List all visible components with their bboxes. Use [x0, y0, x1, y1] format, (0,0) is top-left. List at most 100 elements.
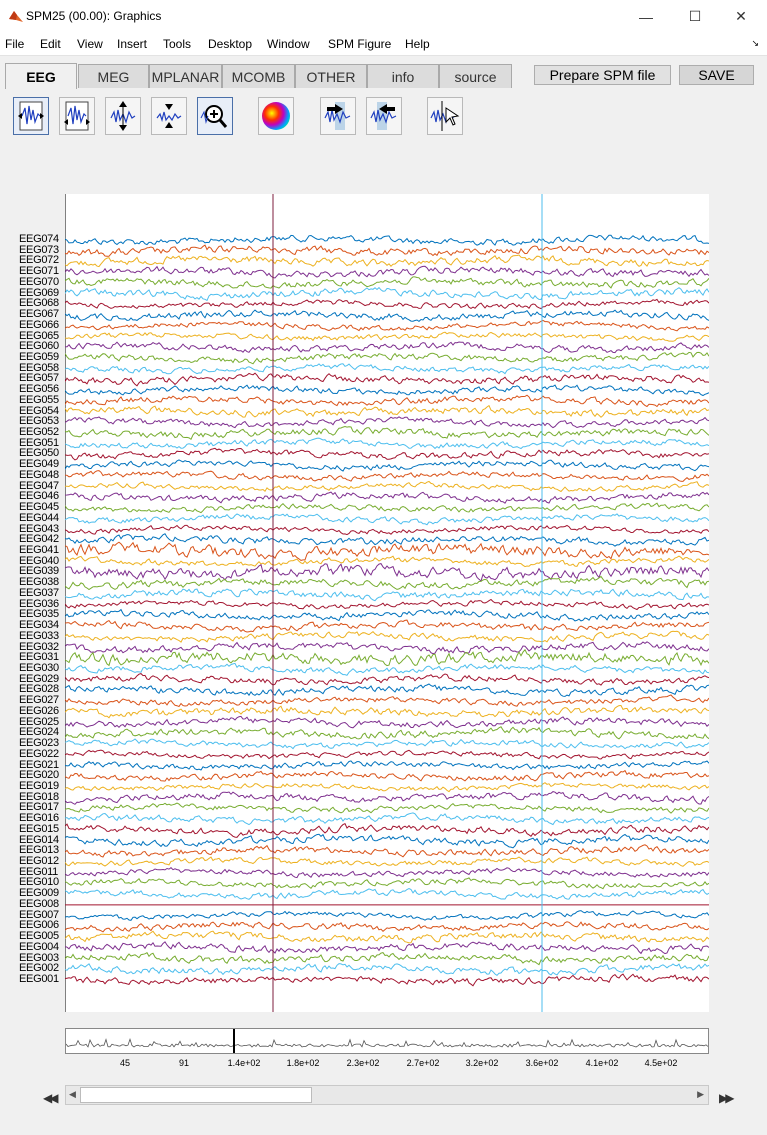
scroll-thumb[interactable] — [80, 1087, 312, 1103]
tab-other[interactable]: OTHER — [295, 64, 367, 88]
scroll-back-icon[interactable] — [366, 97, 402, 135]
scroll-left-arrow-icon[interactable]: ◀ — [69, 1089, 76, 1099]
channel-label-eeg058: EEG058 — [19, 361, 59, 374]
overview-tick-label: 1.8e+02 — [286, 1058, 320, 1068]
channel-label-eeg013: EEG013 — [19, 844, 59, 857]
tab-info[interactable]: info — [367, 64, 439, 88]
channel-label-eeg003: EEG003 — [19, 951, 59, 964]
trace-eeg068 — [65, 298, 709, 310]
channel-label-eeg059: EEG059 — [19, 350, 59, 363]
channel-label-eeg041: EEG041 — [19, 544, 59, 556]
overview-tick-label: 2.3e+02 — [346, 1058, 380, 1068]
trace-eeg029 — [65, 673, 709, 686]
last-page-button[interactable]: ▶▶ — [719, 1091, 735, 1105]
channel-label-eeg014: EEG014 — [19, 833, 59, 846]
trace-eeg009 — [65, 887, 709, 900]
overview-tick-label: 4.5e+02 — [644, 1058, 678, 1068]
trace-eeg014 — [65, 833, 709, 849]
tab-mplanar[interactable]: MPLANAR — [149, 64, 222, 88]
overview-tick-label: 1.4e+02 — [227, 1058, 261, 1068]
menu-view[interactable]: View — [77, 37, 103, 51]
trace-eeg055 — [65, 394, 709, 408]
menu-file[interactable]: File — [5, 37, 25, 51]
channel-label-eeg010: EEG010 — [19, 876, 59, 889]
close-button[interactable]: ✕ — [735, 8, 747, 24]
channel-label-eeg042: EEG042 — [19, 533, 59, 546]
channel-label-eeg029: EEG029 — [19, 672, 59, 685]
trace-eeg037 — [65, 588, 709, 602]
minimize-button[interactable]: — — [639, 8, 653, 25]
trace-eeg032 — [65, 641, 709, 655]
channel-label-eeg032: EEG032 — [19, 640, 59, 653]
overview-cursor[interactable] — [233, 1029, 235, 1053]
trace-eeg035 — [65, 608, 709, 622]
tab-source[interactable]: source — [439, 64, 512, 88]
menu-insert[interactable]: Insert — [117, 37, 148, 51]
channel-label-eeg038: EEG038 — [19, 576, 59, 589]
channel-label-eeg035: EEG035 — [19, 608, 59, 621]
channel-label-eeg054: EEG054 — [19, 404, 59, 417]
channel-label-eeg007: EEG007 — [19, 908, 59, 921]
channel-label-eeg019: EEG019 — [19, 779, 59, 792]
trace-eeg006 — [65, 921, 709, 933]
trace-eeg054 — [65, 404, 709, 418]
trace-eeg041 — [65, 541, 709, 561]
menu-spm-figure[interactable]: SPM Figure — [328, 37, 392, 51]
channel-label-eeg034: EEG034 — [19, 619, 59, 632]
zoom-in-icon[interactable] — [197, 97, 233, 135]
trace-eeg030 — [65, 662, 709, 676]
first-page-button[interactable]: ◀◀ — [43, 1091, 59, 1105]
menu-tools[interactable]: Tools — [163, 37, 192, 51]
tab-mcomb[interactable]: MCOMB — [222, 64, 295, 88]
trace-eeg023 — [65, 738, 709, 750]
channel-label-eeg072: EEG072 — [19, 254, 59, 267]
topography-icon[interactable] — [258, 97, 294, 135]
menu-window[interactable]: Window — [267, 37, 310, 51]
overview-trace — [65, 1029, 709, 1053]
channel-label-eeg031: EEG031 — [19, 651, 59, 664]
eeg-traces — [65, 194, 709, 1012]
channel-label-eeg070: EEG070 — [19, 275, 59, 288]
channel-label-eeg028: EEG028 — [19, 683, 59, 696]
tab-eeg[interactable]: EEG — [5, 63, 77, 89]
tab-meg[interactable]: MEG — [78, 64, 149, 88]
trace-eeg042 — [65, 533, 709, 547]
trace-eeg060 — [65, 341, 709, 354]
scroll-forward-icon[interactable] — [320, 97, 356, 135]
dock-arrow-icon[interactable]: ↘ — [751, 38, 759, 48]
channel-label-eeg012: EEG012 — [19, 855, 59, 868]
channel-label-eeg067: EEG067 — [19, 308, 59, 321]
channel-label-eeg065: EEG065 — [19, 329, 59, 342]
trace-eeg046 — [65, 491, 709, 504]
trace-eeg072 — [65, 254, 709, 268]
channel-label-eeg009: EEG009 — [19, 887, 59, 900]
scroll-right-arrow-icon[interactable]: ▶ — [697, 1089, 704, 1099]
trace-eeg045 — [65, 502, 709, 514]
save-button[interactable]: SAVE — [679, 65, 754, 85]
prepare-spm-file-button[interactable]: Prepare SPM file — [534, 65, 671, 85]
decrease-amplitude-icon[interactable] — [151, 97, 187, 135]
trace-eeg071 — [65, 265, 709, 279]
time-scrollbar[interactable]: ◀ ▶ — [65, 1085, 709, 1105]
channel-label-eeg049: EEG049 — [19, 458, 59, 471]
trace-eeg019 — [65, 782, 709, 793]
trace-eeg025 — [65, 715, 709, 729]
trace-eeg051 — [65, 437, 709, 450]
trace-eeg003 — [65, 952, 709, 966]
channel-label-eeg074: EEG074 — [19, 233, 59, 245]
menu-edit[interactable]: Edit — [40, 37, 61, 51]
menu-desktop[interactable]: Desktop — [208, 37, 253, 51]
channel-label-eeg011: EEG011 — [19, 865, 58, 878]
trace-eeg067 — [65, 309, 709, 323]
time-overview[interactable] — [65, 1028, 709, 1054]
scale-selected-icon[interactable] — [59, 97, 95, 135]
channel-label-eeg073: EEG073 — [19, 243, 59, 256]
trace-eeg074 — [65, 234, 709, 246]
channel-label-eeg043: EEG043 — [19, 522, 59, 535]
maximize-button[interactable]: ☐ — [688, 8, 702, 24]
select-event-icon[interactable] — [427, 97, 463, 135]
increase-amplitude-icon[interactable] — [105, 97, 141, 135]
scale-all-icon[interactable] — [13, 97, 49, 135]
trace-eeg038 — [65, 575, 709, 591]
menu-help[interactable]: Help — [405, 37, 430, 51]
